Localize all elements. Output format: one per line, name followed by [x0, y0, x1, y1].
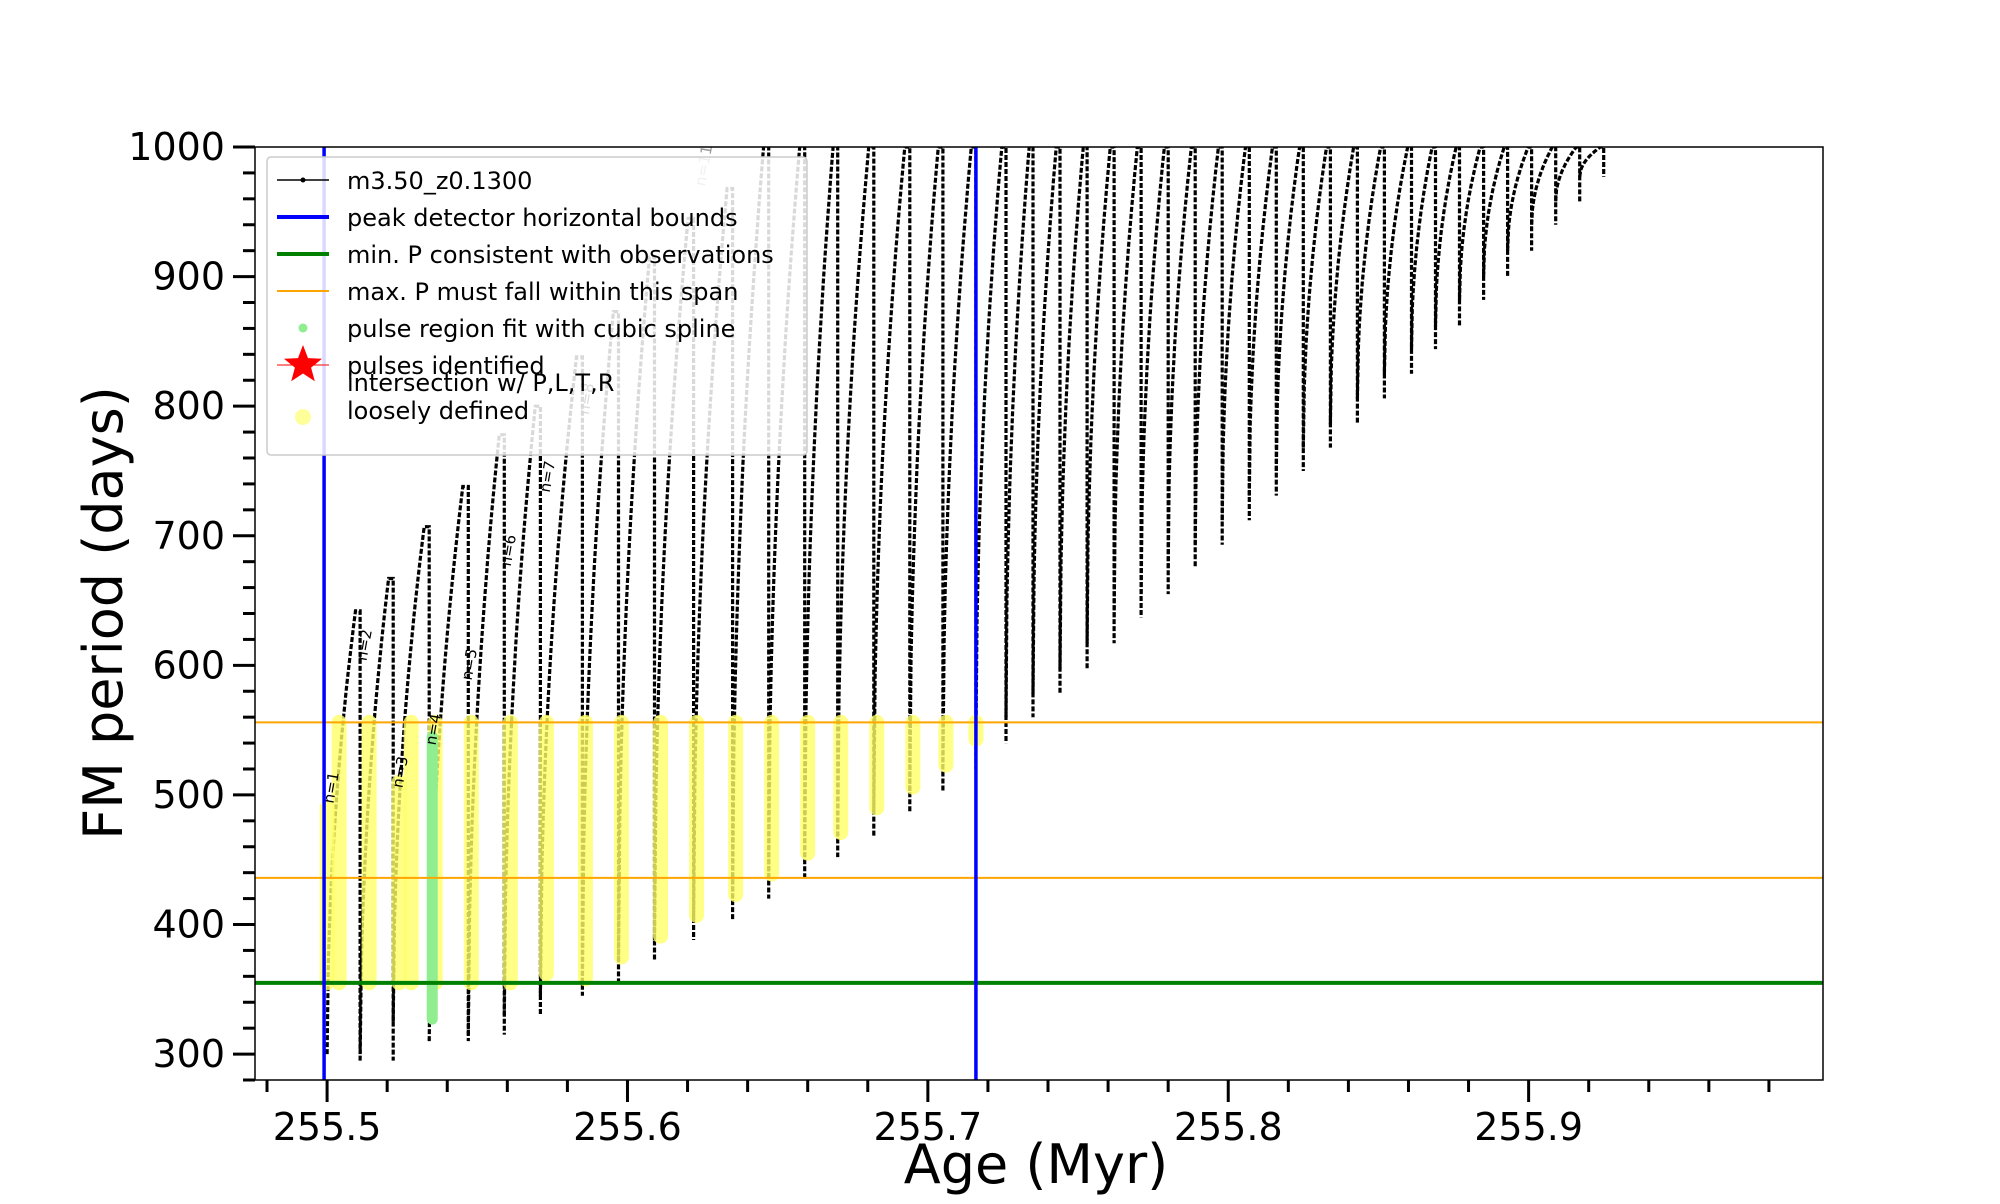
- pulse-number-label: n=5: [458, 647, 481, 681]
- model-pulse-curve: [872, 147, 912, 812]
- pulse-number-label: n=1: [320, 770, 343, 804]
- model-pulse-curve: [941, 147, 978, 770]
- legend-label: pulse region fit with cubic spline: [347, 315, 735, 343]
- pulse-number-label: n=7: [536, 459, 559, 493]
- model-pulse-curve: [1301, 147, 1332, 448]
- model-pulse-curve: [836, 147, 876, 837]
- model-pulse-curve: [538, 355, 584, 996]
- y-tick-label: 800: [152, 384, 225, 428]
- model-pulse-curve: [1433, 147, 1462, 326]
- x-tick-label: 255.7: [873, 1105, 982, 1149]
- model-pulse-curve: [1578, 147, 1606, 178]
- model-pulse-curve: [1506, 147, 1534, 251]
- model-pulse-curve: [1328, 147, 1359, 425]
- y-tick-label: 700: [152, 514, 225, 558]
- model-pulse-curve: [1554, 147, 1582, 202]
- model-pulse-curve: [1382, 147, 1414, 374]
- legend-label: m3.50_z0.1300: [347, 167, 532, 195]
- legend-label: peak detector horizontal bounds: [347, 204, 738, 232]
- model-pulse-curve: [908, 147, 945, 792]
- x-tick-label: 255.5: [273, 1105, 382, 1149]
- y-tick-label: 500: [152, 773, 225, 817]
- pulse-number-label: n=4: [422, 712, 445, 746]
- legend-swatch-star: [284, 345, 322, 382]
- y-tick-label: 300: [152, 1032, 225, 1076]
- model-pulse-curve: [1058, 147, 1089, 670]
- model-pulse-curve: [1409, 147, 1438, 350]
- y-axis-label: FM period (days): [72, 386, 135, 840]
- pulse-number-label: n=6: [497, 533, 520, 567]
- y-tick-label: 1000: [128, 125, 225, 169]
- y-tick-label: 600: [152, 643, 225, 687]
- model-pulse-curve: [974, 147, 1008, 744]
- model-pulse-curve: [1274, 147, 1305, 472]
- model-pulse-curve: [1166, 147, 1197, 569]
- x-tick-label: 255.6: [573, 1105, 682, 1149]
- y-tick-label: 400: [152, 903, 225, 947]
- legend-label: max. P must fall within this span: [347, 278, 738, 306]
- model-pulse-curve: [1457, 147, 1486, 300]
- x-tick-label: 255.9: [1474, 1105, 1583, 1149]
- model-pulse-curve: [1085, 147, 1116, 644]
- pulse-number-label: n=3: [389, 755, 412, 789]
- model-pulse-curve: [1247, 147, 1278, 496]
- model-pulse-curve: [803, 147, 840, 858]
- legend-swatch-circle: [295, 409, 311, 425]
- legend-swatch-dot: [298, 323, 308, 333]
- legend-label: min. P consistent with observations: [347, 241, 774, 269]
- model-pulse-curve: [1193, 147, 1224, 545]
- model-pulse-curve: [1004, 147, 1035, 718]
- y-tick-label: 900: [152, 255, 225, 299]
- model-pulse-curve: [1355, 147, 1386, 399]
- model-pulse-curve: [502, 404, 542, 1016]
- model-pulse-curve: [1220, 147, 1251, 521]
- model-pulse-curve: [1482, 147, 1510, 277]
- x-axis-label: Age (Myr): [904, 1133, 1169, 1196]
- x-tick-label: 255.8: [1174, 1105, 1283, 1149]
- legend-swatch-marker: [300, 177, 306, 183]
- legend-box: [266, 156, 808, 456]
- legend-label: pulses identified: [347, 352, 545, 380]
- model-pulse-curve: [1031, 147, 1062, 694]
- model-pulse-curve: [1530, 147, 1558, 225]
- model-pulse-curve: [1139, 147, 1170, 595]
- pulse-number-label: n=2: [353, 628, 376, 662]
- model-pulse-curve: [1112, 147, 1143, 618]
- legend-label: intersection w/ P,L,T,R loosely defined: [347, 369, 614, 425]
